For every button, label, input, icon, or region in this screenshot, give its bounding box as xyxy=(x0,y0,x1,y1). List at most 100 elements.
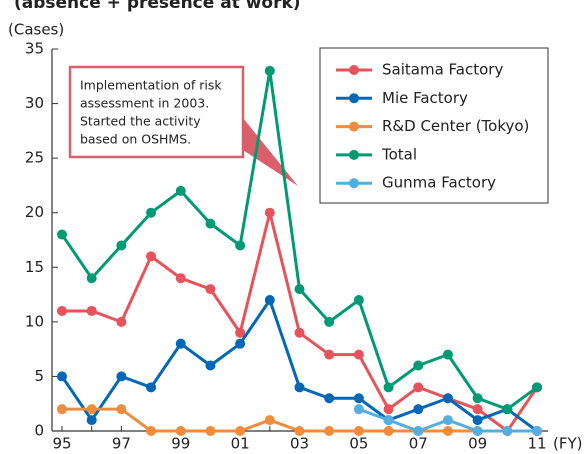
chart-title: (absence + presence at work) xyxy=(14,0,301,13)
data-point xyxy=(353,295,364,306)
annotation-text: Started the activity xyxy=(80,114,201,129)
data-point xyxy=(324,349,335,360)
data-point xyxy=(86,273,97,284)
data-point xyxy=(146,207,157,218)
data-point xyxy=(235,327,246,338)
data-point xyxy=(353,404,364,415)
data-point xyxy=(383,382,394,393)
data-point xyxy=(502,404,513,415)
data-point xyxy=(264,65,275,76)
data-point xyxy=(235,240,246,251)
data-point xyxy=(116,371,127,382)
x-tick-label: 99 xyxy=(171,435,190,453)
data-point xyxy=(57,229,67,240)
data-point xyxy=(353,349,364,360)
annotation-text: Implementation of risk xyxy=(80,78,222,93)
x-tick-label: 09 xyxy=(468,435,487,453)
data-point xyxy=(86,415,97,426)
data-point xyxy=(205,284,216,295)
x-tick-label: 05 xyxy=(349,435,368,453)
data-point xyxy=(442,349,453,360)
series-line xyxy=(62,211,539,433)
data-point xyxy=(116,404,127,415)
y-tick-label: 25 xyxy=(25,149,44,167)
legend-marker xyxy=(349,93,359,104)
data-point xyxy=(146,251,157,262)
x-tick-label: 97 xyxy=(112,435,131,453)
data-point xyxy=(175,426,186,436)
y-tick-label: 30 xyxy=(25,94,44,112)
annotation-box xyxy=(68,65,245,159)
y-tick-label: 0 xyxy=(34,422,44,440)
y-tick-label: 5 xyxy=(34,367,44,385)
legend-marker xyxy=(349,65,359,75)
data-point xyxy=(383,426,394,436)
annotation-text: based on OSHMS. xyxy=(80,132,191,147)
data-point xyxy=(502,426,513,436)
data-point xyxy=(235,426,246,436)
data-point xyxy=(57,305,67,316)
data-point xyxy=(413,404,424,415)
data-point xyxy=(472,426,483,436)
y-tick-label: 20 xyxy=(25,203,44,221)
data-point xyxy=(324,316,335,327)
data-point xyxy=(235,338,246,349)
data-point xyxy=(413,426,424,436)
data-point xyxy=(472,404,483,415)
data-point xyxy=(175,338,186,349)
data-point xyxy=(86,305,97,316)
y-tick-label: 10 xyxy=(25,312,44,330)
data-point xyxy=(264,295,275,306)
x-tick-label: 11 xyxy=(527,435,546,453)
data-point xyxy=(205,426,216,436)
data-point xyxy=(86,404,97,415)
legend-marker xyxy=(349,178,359,189)
legend-label: Gunma Factory xyxy=(382,174,496,192)
data-point xyxy=(442,393,453,404)
x-axis-label: (FY) xyxy=(553,435,583,453)
x-tick-label: 07 xyxy=(409,435,428,453)
data-point xyxy=(383,404,394,415)
data-point xyxy=(294,284,305,295)
x-tick-label: 01 xyxy=(231,435,250,453)
data-point xyxy=(442,426,453,436)
data-point xyxy=(532,426,542,436)
data-point xyxy=(532,382,542,393)
legend-label: Saitama Factory xyxy=(382,61,503,79)
data-point xyxy=(205,360,216,371)
data-point xyxy=(383,415,394,426)
x-tick-label: 03 xyxy=(290,435,309,453)
data-point xyxy=(472,415,483,426)
data-point xyxy=(175,273,186,284)
data-point xyxy=(294,327,305,338)
y-axis-label: (Cases) xyxy=(8,21,64,39)
data-point xyxy=(116,240,127,251)
data-point xyxy=(264,207,275,218)
data-point xyxy=(294,382,305,393)
data-point xyxy=(324,393,335,404)
legend-label: Total xyxy=(381,145,417,163)
series-line xyxy=(60,298,538,433)
data-point xyxy=(205,218,216,229)
annotation-text: assessment in 2003. xyxy=(80,96,209,111)
y-tick-label: 15 xyxy=(25,258,44,276)
legend-label: R&D Center (Tokyo) xyxy=(382,117,529,135)
data-point xyxy=(57,371,67,382)
data-point xyxy=(146,426,157,436)
legend-label: Mie Factory xyxy=(382,89,468,107)
data-point xyxy=(324,426,335,436)
data-point xyxy=(175,185,186,196)
data-point xyxy=(116,316,127,327)
data-point xyxy=(353,426,364,436)
data-point xyxy=(264,415,275,426)
legend-marker xyxy=(349,149,359,160)
y-tick-label: 35 xyxy=(25,40,44,58)
data-point xyxy=(413,382,424,393)
data-point xyxy=(442,415,453,426)
x-tick-label: 95 xyxy=(52,435,71,453)
data-point xyxy=(413,360,424,371)
data-point xyxy=(353,393,364,404)
data-point xyxy=(294,426,305,436)
